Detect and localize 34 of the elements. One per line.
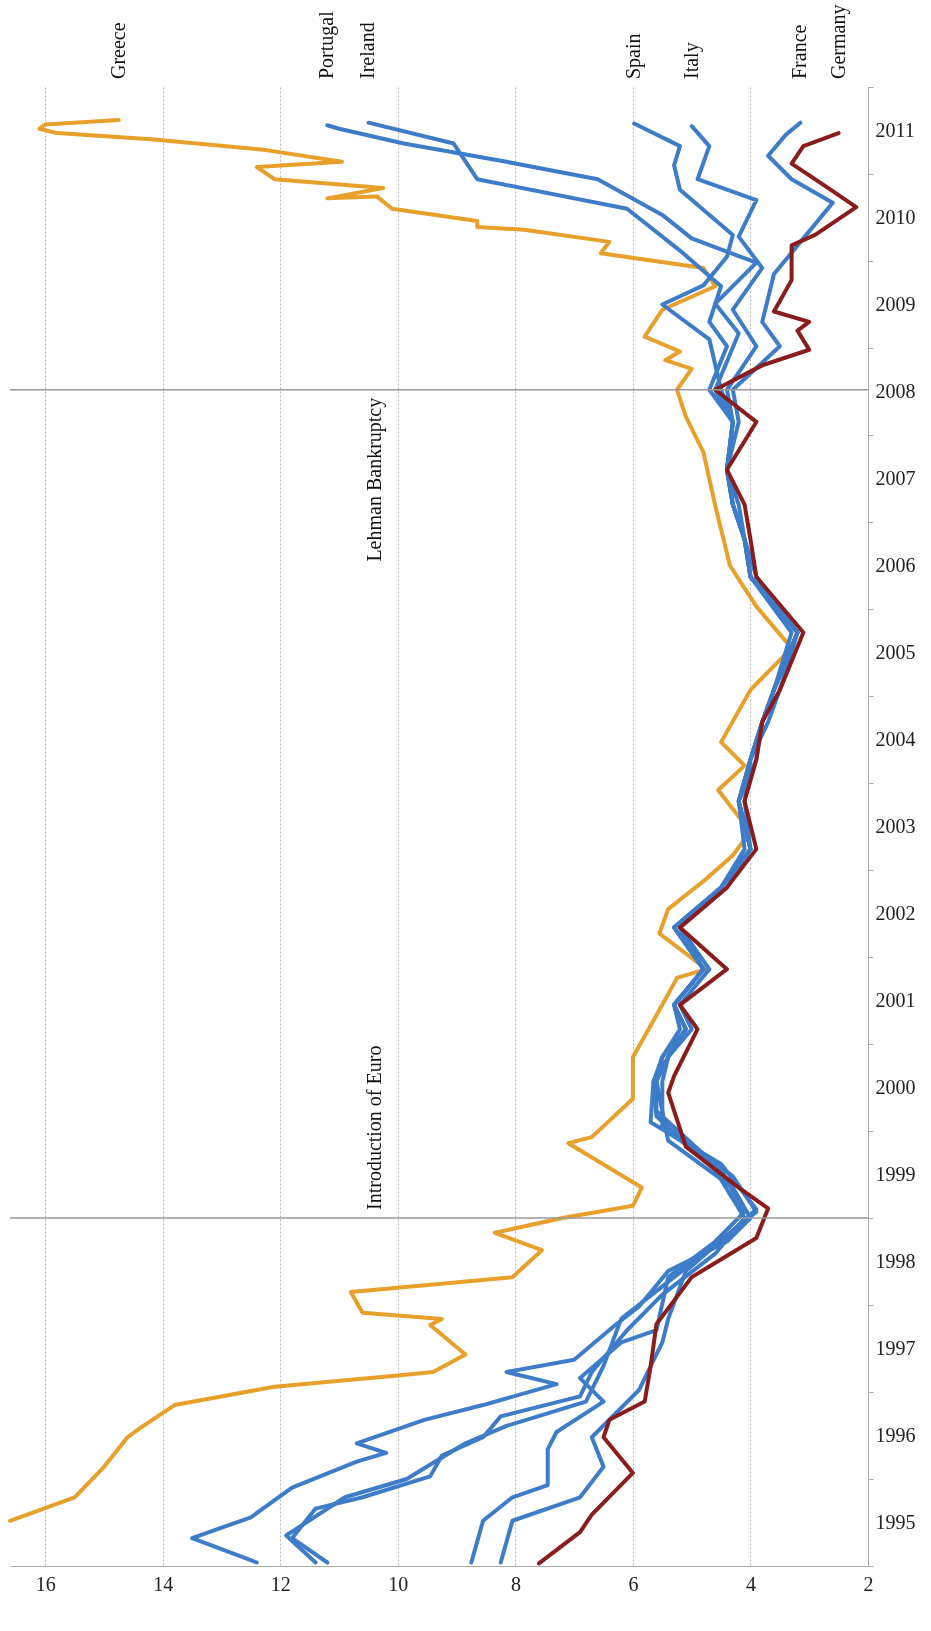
x-tick-label: 10 — [388, 1572, 409, 1595]
y-tick-label: 2002 — [875, 902, 916, 924]
y-tick-label: 2008 — [875, 380, 916, 402]
y-tick-label: 2001 — [875, 989, 916, 1011]
x-tick-label: 14 — [153, 1572, 174, 1595]
ref-line-label: Lehman Bankruptcy — [362, 397, 386, 562]
x-tick-label: 16 — [35, 1572, 56, 1595]
y-tick-label: 2009 — [875, 293, 916, 315]
y-tick-label: 2005 — [875, 641, 916, 663]
y-tick-label: 2010 — [875, 206, 916, 228]
y-tick-label: 2003 — [875, 815, 916, 837]
y-tick-label: 2006 — [875, 554, 916, 576]
ref-line-label: Introduction of Euro — [362, 1045, 385, 1210]
y-tick-label: 1997 — [875, 1337, 916, 1359]
text: Ireland — [356, 22, 379, 79]
y-tick-label: 1998 — [875, 1250, 916, 1272]
x-tick-label: 4 — [745, 1572, 756, 1595]
y-tick-label: 1996 — [875, 1424, 916, 1446]
x-tick-label: 8 — [510, 1572, 521, 1595]
text: Germany — [826, 4, 850, 79]
y-tick-label: 2011 — [875, 119, 915, 141]
text: France — [788, 24, 811, 79]
text: Portugal — [315, 10, 339, 79]
text: Greece — [106, 22, 129, 79]
y-tick-label: 2004 — [875, 728, 916, 750]
y-tick-label: 2007 — [875, 467, 916, 489]
text: Spain — [622, 33, 646, 79]
x-tick-label: 12 — [270, 1572, 291, 1595]
x-tick-label: 6 — [628, 1572, 639, 1595]
x-tick-label: 2 — [863, 1572, 874, 1595]
y-tick-label: 2000 — [875, 1076, 916, 1098]
text: Italy — [679, 42, 703, 79]
y-tick-label: 1999 — [875, 1163, 916, 1185]
y-tick-label: 1995 — [875, 1511, 916, 1533]
